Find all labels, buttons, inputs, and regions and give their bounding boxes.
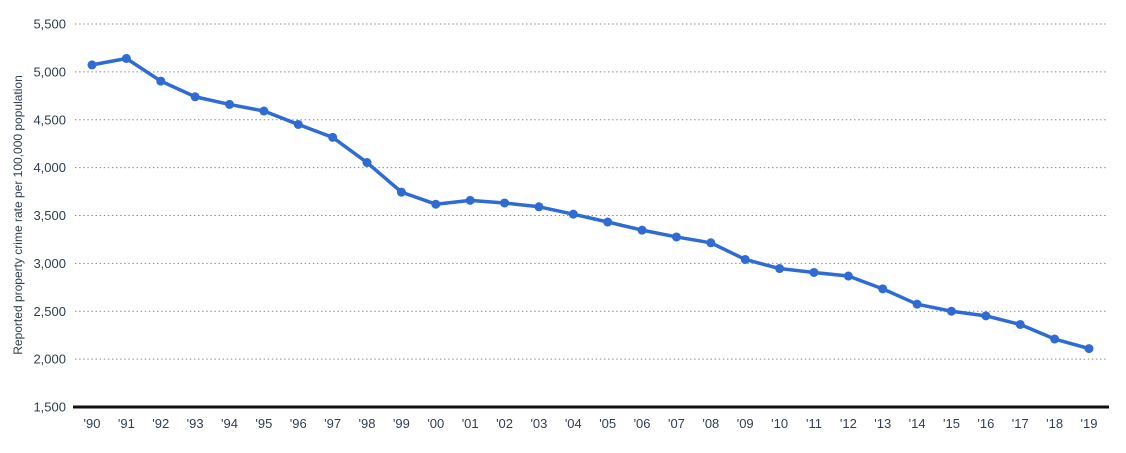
data-point-13 xyxy=(878,284,888,294)
data-point-14 xyxy=(912,299,922,309)
y-axis-title: Reported property crime rate per 100,000… xyxy=(11,75,25,355)
x-tick-label-07: '07 xyxy=(668,416,685,431)
trend-line xyxy=(90,56,1091,351)
x-tick-label-12: '12 xyxy=(840,416,857,431)
x-tick-label-16: '16 xyxy=(977,416,994,431)
x-tick-label-02: '02 xyxy=(496,416,513,431)
x-tick-label-98: '98 xyxy=(359,416,376,431)
x-tick-label-14: '14 xyxy=(909,416,926,431)
data-point-99 xyxy=(396,187,406,197)
y-tick-label-4000: 4,000 xyxy=(33,160,66,175)
x-tick-label-09: '09 xyxy=(737,416,754,431)
x-tick-label-06: '06 xyxy=(634,416,651,431)
x-tick-label-99: '99 xyxy=(393,416,410,431)
y-tick-label-2000: 2,000 xyxy=(33,352,66,367)
data-point-04 xyxy=(568,209,578,219)
y-tick-label-5000: 5,000 xyxy=(33,64,66,79)
data-point-07 xyxy=(671,232,681,242)
data-point-05 xyxy=(603,217,613,227)
data-point-15 xyxy=(946,306,956,316)
x-tick-label-08: '08 xyxy=(702,416,719,431)
x-tick-label-13: '13 xyxy=(874,416,891,431)
data-point-08 xyxy=(706,238,716,248)
x-tick-label-00: '00 xyxy=(427,416,444,431)
data-point-11 xyxy=(809,267,819,277)
x-tick-label-18: '18 xyxy=(1046,416,1063,431)
data-point-92 xyxy=(156,76,166,86)
x-tick-label-92: '92 xyxy=(152,416,169,431)
x-tick-label-10: '10 xyxy=(771,416,788,431)
x-tick-label-05: '05 xyxy=(599,416,616,431)
axis-layer: 1,500 2,000 2,500 3,000 3,500 4,000 4,500 5,000… xyxy=(33,17,1109,431)
data-point-19 xyxy=(1084,344,1094,354)
y-tick-label-4500: 4,500 xyxy=(33,112,66,127)
x-tick-label-19: '19 xyxy=(1081,416,1098,431)
y-tick-label-2500: 2,500 xyxy=(33,304,66,319)
data-point-91 xyxy=(121,53,131,63)
data-point-01 xyxy=(465,195,475,205)
x-tick-label-04: '04 xyxy=(565,416,582,431)
y-tick-label-5500: 5,500 xyxy=(33,17,66,32)
data-point-18 xyxy=(1050,334,1060,344)
data-point-02 xyxy=(500,198,510,208)
x-tick-label-95: '95 xyxy=(255,416,272,431)
data-point-00 xyxy=(431,199,441,209)
data-point-12 xyxy=(843,271,853,281)
series-layer xyxy=(87,53,1094,354)
data-point-90 xyxy=(87,60,97,70)
x-tick-label-94: '94 xyxy=(221,416,238,431)
x-tick-label-90: '90 xyxy=(84,416,101,431)
x-tick-label-91: '91 xyxy=(118,416,135,431)
data-point-06 xyxy=(637,225,647,235)
x-tick-label-15: '15 xyxy=(943,416,960,431)
x-tick-label-93: '93 xyxy=(187,416,204,431)
data-point-16 xyxy=(981,311,991,321)
data-point-93 xyxy=(190,92,200,102)
data-point-98 xyxy=(362,158,372,168)
y-tick-label-1500: 1,500 xyxy=(33,400,66,415)
y-tick-label-3000: 3,000 xyxy=(33,256,66,271)
y-tick-label-3500: 3,500 xyxy=(33,208,66,223)
data-point-96 xyxy=(293,119,303,129)
x-tick-label-11: '11 xyxy=(806,416,822,431)
data-point-97 xyxy=(328,132,338,142)
x-tick-label-96: '96 xyxy=(290,416,307,431)
data-point-10 xyxy=(775,264,785,274)
data-point-09 xyxy=(740,254,750,264)
data-point-95 xyxy=(259,106,269,116)
x-tick-label-01: '01 xyxy=(462,416,479,431)
x-tick-label-97: '97 xyxy=(324,416,341,431)
x-tick-label-03: '03 xyxy=(530,416,547,431)
x-tick-label-17: '17 xyxy=(1012,416,1029,431)
data-point-94 xyxy=(225,99,235,109)
data-point-17 xyxy=(1015,319,1025,329)
data-point-03 xyxy=(534,202,544,212)
